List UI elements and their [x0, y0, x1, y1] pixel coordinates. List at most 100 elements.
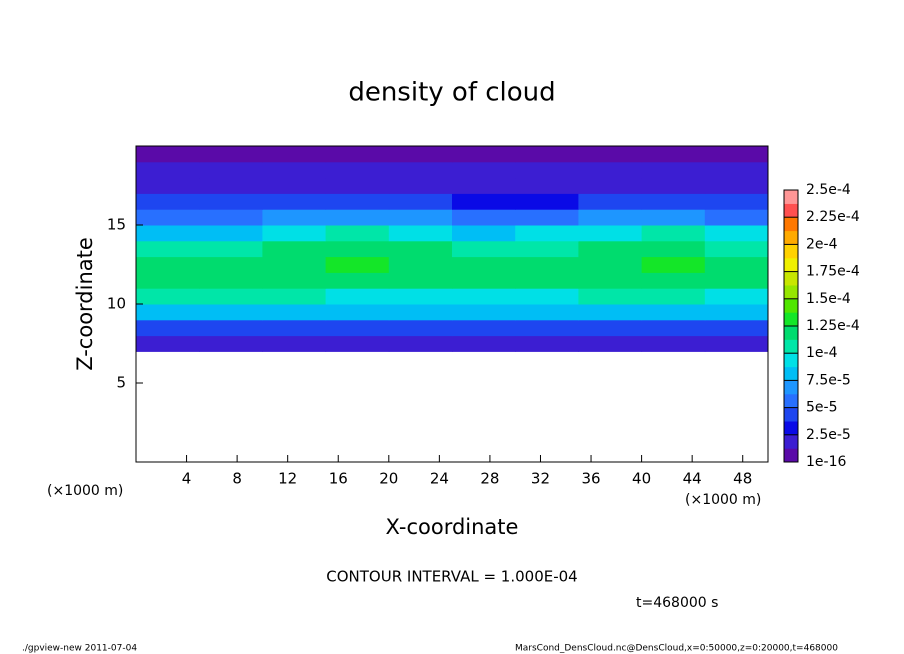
cell: [136, 193, 200, 210]
cell: [325, 177, 390, 194]
time-note: t=468000 s: [636, 595, 718, 611]
cell: [388, 272, 453, 289]
cell: [641, 256, 706, 273]
cell: [515, 335, 579, 352]
cell: [641, 240, 706, 258]
cell: [325, 304, 390, 321]
x-tick-label: 24: [430, 470, 449, 488]
y-axis-label: Z-coordinate: [73, 237, 97, 371]
cell: [578, 177, 643, 194]
cell: [515, 193, 579, 210]
cell: [704, 304, 769, 321]
cell: [136, 304, 200, 321]
cell: [325, 272, 390, 289]
cell: [578, 335, 643, 352]
cell: [388, 146, 453, 163]
cell: [578, 240, 643, 258]
cell: [452, 319, 516, 337]
x-unit-label: (×1000 m): [685, 492, 761, 508]
cell: [388, 225, 453, 242]
cell: [325, 225, 390, 242]
cell: [388, 193, 453, 210]
cell: [388, 209, 453, 226]
x-tick-label: 4: [182, 470, 192, 488]
cell: [199, 240, 263, 258]
cell: [704, 177, 769, 194]
cell: [325, 335, 390, 352]
cell: [199, 335, 263, 352]
cell: [262, 304, 327, 321]
cell: [262, 225, 327, 242]
colorbar-label: 1e-16: [806, 454, 846, 470]
cell: [704, 272, 769, 289]
cell: [452, 146, 516, 163]
colorbar-swatch: [784, 353, 798, 368]
cell: [704, 288, 769, 305]
colorbar-swatch: [784, 258, 798, 272]
cell: [452, 335, 516, 352]
cell: [641, 304, 706, 321]
cell: [262, 240, 327, 258]
cell: [262, 193, 327, 210]
cell: [388, 240, 453, 258]
cell: [578, 225, 643, 242]
colorbar-swatch: [784, 407, 798, 422]
cell: [325, 146, 390, 163]
colorbar-swatch: [784, 285, 798, 300]
cell: [515, 146, 579, 163]
contour-note: CONTOUR INTERVAL = 1.000E-04: [326, 568, 577, 586]
colorbar-swatch: [784, 203, 798, 218]
cell: [641, 272, 706, 289]
cell: [136, 272, 200, 289]
cell: [325, 240, 390, 258]
colorbar-label: 2e-4: [806, 236, 838, 252]
cell: [641, 225, 706, 242]
cell: [578, 209, 643, 226]
cell: [199, 304, 263, 321]
x-tick-label: 12: [278, 470, 297, 488]
colorbar-swatch: [784, 366, 798, 381]
colorbar-label: 2.25e-4: [806, 209, 860, 225]
cell: [136, 319, 200, 337]
cell: [452, 177, 516, 194]
cell: [578, 161, 643, 179]
cell: [641, 288, 706, 305]
cell: [452, 304, 516, 321]
footer: ./gpview-new 2011-07-04: [22, 644, 137, 654]
colorbar-swatch: [784, 394, 798, 408]
cell: [199, 225, 263, 242]
cell: [452, 288, 516, 305]
colorbar-swatch: [784, 380, 798, 395]
cell: [578, 256, 643, 273]
y-tick-label: 15: [107, 216, 126, 234]
colorbar-label: 2.5e-5: [806, 427, 851, 443]
cell: [578, 193, 643, 210]
colorbar-label: 1e-4: [806, 345, 838, 361]
cell: [325, 209, 390, 226]
cell: [325, 256, 390, 273]
cell: [515, 240, 579, 258]
cell: [262, 146, 327, 163]
cell: [199, 319, 263, 337]
cell: [578, 146, 643, 163]
x-tick-label: 28: [480, 470, 499, 488]
x-tick-label: 36: [581, 470, 600, 488]
cell: [515, 304, 579, 321]
colorbar-swatch: [784, 448, 798, 463]
cell: [452, 272, 516, 289]
cell: [704, 319, 769, 337]
cell: [641, 146, 706, 163]
cell: [136, 146, 200, 163]
cell: [515, 272, 579, 289]
x-tick-label: 16: [329, 470, 348, 488]
cell: [704, 209, 769, 226]
x-tick-label: 32: [531, 470, 550, 488]
cell: [199, 161, 263, 179]
cell: [578, 272, 643, 289]
colorbar-swatch: [784, 421, 798, 436]
cell: [641, 319, 706, 337]
cell: [704, 335, 769, 352]
colorbar-label: 1.25e-4: [806, 318, 860, 334]
cell: [136, 256, 200, 273]
cell: [515, 177, 579, 194]
